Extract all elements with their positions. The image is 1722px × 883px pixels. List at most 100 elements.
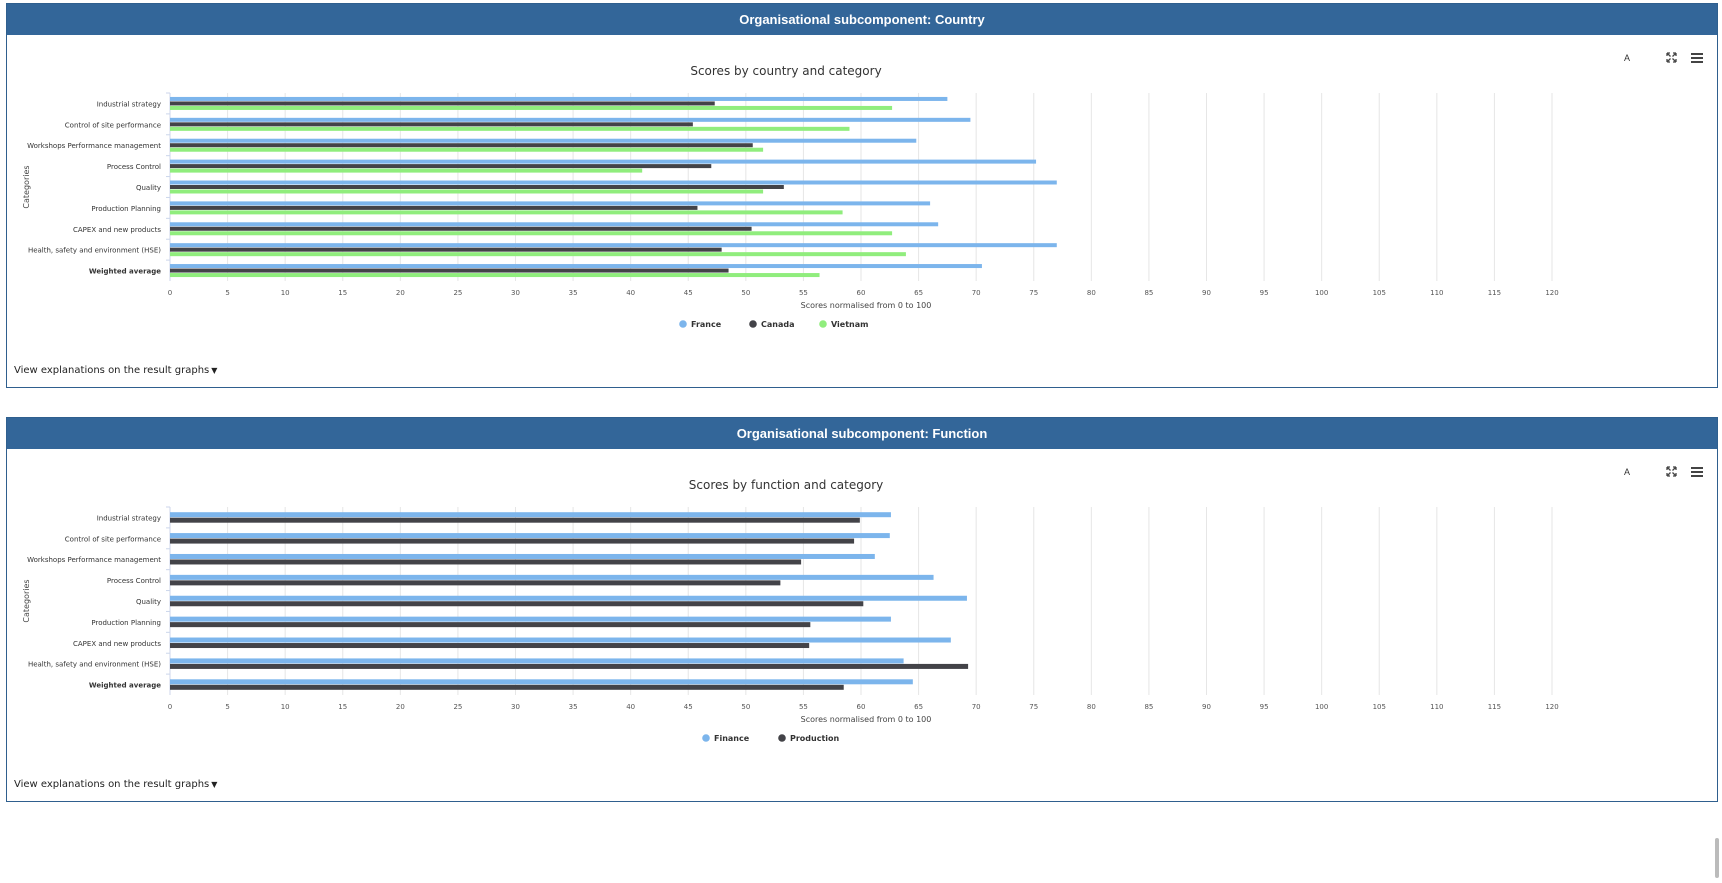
bar-france xyxy=(170,180,1057,185)
bar-production xyxy=(170,580,781,586)
legend-item-canada[interactable]: Canada xyxy=(749,320,795,329)
bar-vietnam xyxy=(170,273,820,278)
bar-finance xyxy=(170,533,890,539)
category-label: Production Planning xyxy=(91,619,161,627)
bar-production xyxy=(170,684,844,690)
x-tick-label: 100 xyxy=(1315,289,1328,297)
bar-vietnam xyxy=(170,126,850,131)
chart-title: Scores by function and category xyxy=(689,478,883,492)
legend-label: Finance xyxy=(714,734,750,743)
x-tick-label: 20 xyxy=(396,703,405,711)
bar-canada xyxy=(170,268,729,273)
x-tick-label: 0 xyxy=(168,289,172,297)
menu-icon[interactable] xyxy=(1691,466,1703,477)
y-axis-label: Categories xyxy=(22,579,31,622)
x-tick-label: 85 xyxy=(1144,703,1153,711)
category-label: CAPEX and new products xyxy=(73,226,161,234)
bar-france xyxy=(170,201,931,206)
x-tick-label: 105 xyxy=(1373,289,1386,297)
chart-tools: A xyxy=(1624,52,1703,63)
category-label: Quality xyxy=(136,598,161,606)
bar-france xyxy=(170,264,982,269)
x-tick-label: 120 xyxy=(1545,289,1558,297)
x-tick-label: 95 xyxy=(1260,289,1269,297)
legend-label: Production xyxy=(790,734,840,743)
x-tick-label: 120 xyxy=(1545,703,1558,711)
bar-france xyxy=(170,117,971,122)
x-tick-label: 60 xyxy=(857,289,866,297)
x-tick-label: 15 xyxy=(338,289,347,297)
x-tick-label: 95 xyxy=(1260,703,1269,711)
bar-finance xyxy=(170,616,891,622)
legend-item-finance[interactable]: Finance xyxy=(702,734,750,743)
legend-marker xyxy=(819,320,827,328)
bar-canada xyxy=(170,101,715,106)
bar-vietnam xyxy=(170,105,893,110)
x-tick-label: 30 xyxy=(511,289,520,297)
fullscreen-icon[interactable] xyxy=(1666,466,1677,477)
legend-label: Vietnam xyxy=(831,320,868,329)
category-label: Workshops Performance management xyxy=(27,556,161,564)
bar-finance xyxy=(170,658,904,664)
x-tick-label: 55 xyxy=(799,703,808,711)
explanations-label: View explanations on the result graphs xyxy=(14,365,210,376)
category-label: Workshops Performance management xyxy=(27,142,161,150)
legend-item-vietnam[interactable]: Vietnam xyxy=(819,320,868,329)
x-tick-label: 15 xyxy=(338,703,347,711)
category-label: Process Control xyxy=(107,163,161,171)
legend-marker xyxy=(702,734,710,742)
bar-finance xyxy=(170,574,934,580)
fullscreen-icon[interactable] xyxy=(1666,52,1677,63)
x-tick-label: 65 xyxy=(914,289,923,297)
bar-finance xyxy=(170,595,967,601)
bar-finance xyxy=(170,553,875,559)
legend-label: Canada xyxy=(761,320,795,329)
bar-finance xyxy=(170,637,951,643)
bar-production xyxy=(170,538,855,544)
x-axis-label: Scores normalised from 0 to 100 xyxy=(801,715,932,724)
explanations-link[interactable]: View explanations on the result graphs ▼ xyxy=(14,365,217,376)
x-tick-label: 10 xyxy=(281,703,290,711)
menu-icon[interactable] xyxy=(1691,52,1703,63)
category-label: Industrial strategy xyxy=(97,514,161,522)
bar-france xyxy=(170,222,939,227)
category-label: Industrial strategy xyxy=(97,100,161,108)
bar-canada xyxy=(170,226,752,231)
x-axis-label: Scores normalised from 0 to 100 xyxy=(801,301,932,310)
x-tick-label: 110 xyxy=(1430,289,1443,297)
category-label: CAPEX and new products xyxy=(73,640,161,648)
category-label: Process Control xyxy=(107,577,161,585)
x-tick-label: 35 xyxy=(569,703,578,711)
bar-finance xyxy=(170,679,913,685)
bar-canada xyxy=(170,164,712,169)
bar-vietnam xyxy=(170,231,893,236)
font-size-button[interactable]: A xyxy=(1623,52,1630,63)
x-tick-label: 70 xyxy=(972,289,981,297)
bar-production xyxy=(170,622,811,628)
category-label: Health, safety and environment (HSE) xyxy=(28,247,161,255)
y-axis-label: Categories xyxy=(22,165,31,208)
x-tick-label: 25 xyxy=(453,703,462,711)
font-size-button[interactable]: A xyxy=(1623,466,1630,477)
legend-marker xyxy=(679,320,687,328)
legend-item-production[interactable]: Production xyxy=(778,734,840,743)
x-tick-label: 60 xyxy=(857,703,866,711)
bar-vietnam xyxy=(170,168,643,173)
panel-header: Organisational subcomponent: Country xyxy=(7,4,1717,35)
scrollbar-thumb[interactable] xyxy=(1715,838,1719,878)
bar-canada xyxy=(170,205,698,210)
category-label: Weighted average xyxy=(89,682,161,690)
x-tick-label: 90 xyxy=(1202,289,1211,297)
bar-production xyxy=(170,517,860,523)
x-tick-label: 100 xyxy=(1315,703,1328,711)
bar-canada xyxy=(170,122,693,127)
bar-canada xyxy=(170,247,722,252)
legend-item-france[interactable]: France xyxy=(679,320,722,329)
explanations-label: View explanations on the result graphs xyxy=(14,779,210,790)
bar-france xyxy=(170,159,1037,164)
category-label: Weighted average xyxy=(89,268,161,276)
explanations-link[interactable]: View explanations on the result graphs ▼ xyxy=(14,779,217,790)
category-label: Production Planning xyxy=(91,205,161,213)
x-tick-label: 75 xyxy=(1029,289,1038,297)
panel-function: Organisational subcomponent: Function A … xyxy=(6,417,1718,802)
